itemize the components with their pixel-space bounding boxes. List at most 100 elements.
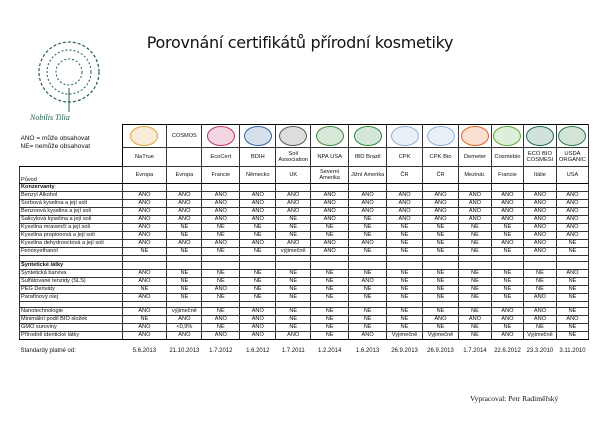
cell-value: NE [310,231,350,240]
cell-value: Vyjimečně [422,331,459,340]
legend-ano: ANO = může obsahovat [20,134,90,142]
cert-date: 23.3.2010 [526,347,554,354]
cell-value: ANO [457,215,492,224]
cell-value: NE [422,307,459,316]
cell-value: NE [348,223,388,232]
cell-value: NE [457,277,492,286]
cell-value: ANO [457,207,492,216]
cell-value: NE [490,223,524,232]
page-title: Porovnání certifikátů přírodní kosmetiky [146,33,454,52]
cell-value: NE [490,285,524,294]
cert-origin: USA [555,166,590,184]
cert-name: IBD Brazil [348,147,388,167]
cert-origin: ČR [422,166,459,184]
cell-value: NE [386,307,424,316]
cell-value: ANO [422,315,459,324]
cell-value: ANO [121,239,168,248]
cell-value: NE [275,315,312,324]
cell-value: ANO [121,269,168,278]
cell-value: NE [239,293,277,302]
row-label: Fenoxyethanol [19,247,123,256]
cell-value: Vyjimečně [522,331,557,340]
cert-name: NPA USA [310,147,350,167]
cell-value: ANO [121,207,168,216]
row-label: Kyselina dehydrooctová a její soli [19,239,123,248]
cell-value: NE [555,285,590,294]
cert-name: NaTrue [121,147,168,167]
cell-value: NE [555,247,590,256]
row-label: Sulfátované tenzidy (SLS) [19,277,123,286]
cell-value: ANO [522,223,557,232]
cell-value: ANO [201,331,241,340]
cert-logo-cell [201,124,241,148]
cell-value: ANO [386,199,424,208]
cell-value: NE [239,231,277,240]
cell-value: NE [422,293,459,302]
cell-value: NE [386,239,424,248]
cell-value: NE [275,323,312,332]
cell-value: ANO [457,191,492,200]
cell-value: ANO [239,331,277,340]
cell-value: ANO [555,215,590,224]
cell-value: NE [422,231,459,240]
cell-value: NE [348,285,388,294]
cell-value: NE [386,247,424,256]
cell-value: NE [239,269,277,278]
cell-value: ANO [555,223,590,232]
cell-value: NE [201,293,241,302]
cert-logo-cell [275,124,312,148]
cert-date: 1.7.2014 [463,347,487,354]
cell-value: ANO [166,207,203,216]
table-row: Parafínový olej ANO NE NE NE NE NE NE NE NE NE NE AN… [19,293,590,302]
cell-value: NE [310,269,350,278]
cell-value: ANO [490,307,524,316]
cell-value: NE [422,277,459,286]
cell-value: NE [166,223,203,232]
cell-value: NE [310,307,350,316]
cosmebio-logo [493,126,522,146]
row-label: Nanotechnologie [19,307,123,316]
cell-value: NE [310,315,350,324]
row-label: Minimální podíl BIO složek [19,315,123,324]
usda-organic-logo [558,126,587,146]
cell-value: ANO [555,199,590,208]
cert-logo-cell [422,124,459,148]
cell-value: ANO [522,215,557,224]
cell-value: NE [239,285,277,294]
cell-value: ANO [348,239,388,248]
cell-value: NE [348,307,388,316]
cell-value: NE [422,247,459,256]
cell-value: ANO [201,199,241,208]
cert-date: 1.6.2013 [355,347,380,354]
table-row: Benzoová kyselina a její soli ANO ANO ANO AN… [19,207,590,216]
cell-value: ANO [239,199,277,208]
cell-value: NE [275,307,312,316]
table-row: Kyselina dehydrooctová a její soli ANO ANO… [19,239,590,248]
cell-value: ANO [310,239,350,248]
cert-date: 1.7.2011 [281,347,305,354]
cert-logo-cell [239,124,277,148]
cert-logo-cell [522,124,557,148]
table-row: GMO suroviny ANO <0,9% NE ANO NE NE NE NE NE NE NE N… [19,323,590,332]
cell-value: NE [555,331,590,340]
cell-value: ANO [522,191,557,200]
cert-name: EcoCert [201,147,241,167]
cell-value: NE [457,231,492,240]
cell-value: ANO [348,331,388,340]
cell-value: NE [166,247,203,256]
cell-value: ANO [166,331,203,340]
cell-value: NE [457,307,492,316]
cell-value: NE [239,223,277,232]
cert-logo-cell [457,124,492,148]
cell-value: NE [422,239,459,248]
cell-value: ANO [239,215,277,224]
cell-value: NE [310,277,350,286]
cell-value: NE [201,269,241,278]
cert-origin: Jižní Amerika [348,166,388,184]
cell-value: ANO [121,323,168,332]
cell-value: ANO [310,247,350,256]
ecocert-logo [206,126,235,146]
cell-value: NE [348,323,388,332]
cert-origin: Francie [201,166,241,184]
bdih-logo [243,126,272,146]
